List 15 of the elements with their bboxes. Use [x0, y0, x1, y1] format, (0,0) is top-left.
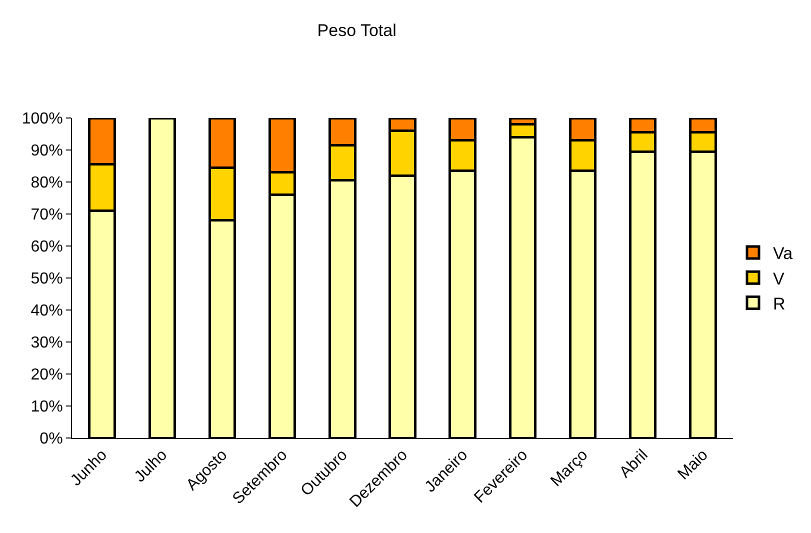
legend-label: V: [773, 269, 785, 288]
y-tick-label: 0%: [40, 430, 63, 448]
y-tick-label: 90%: [30, 142, 63, 160]
legend-label: R: [773, 294, 786, 314]
y-tick-label: 70%: [30, 206, 63, 224]
y-tick-label: 10%: [30, 398, 63, 416]
y-tick-label: 60%: [30, 238, 63, 256]
legend-label: Va: [773, 244, 794, 264]
y-tick-label: 20%: [30, 366, 63, 384]
y-tick-label: 50%: [30, 270, 63, 288]
y-tick-label: 80%: [30, 174, 63, 192]
chart-title: Peso Total: [317, 20, 396, 40]
y-tick-label: 40%: [30, 302, 63, 320]
y-tick-label: 100%: [22, 110, 63, 128]
y-tick-label: 30%: [30, 334, 63, 352]
